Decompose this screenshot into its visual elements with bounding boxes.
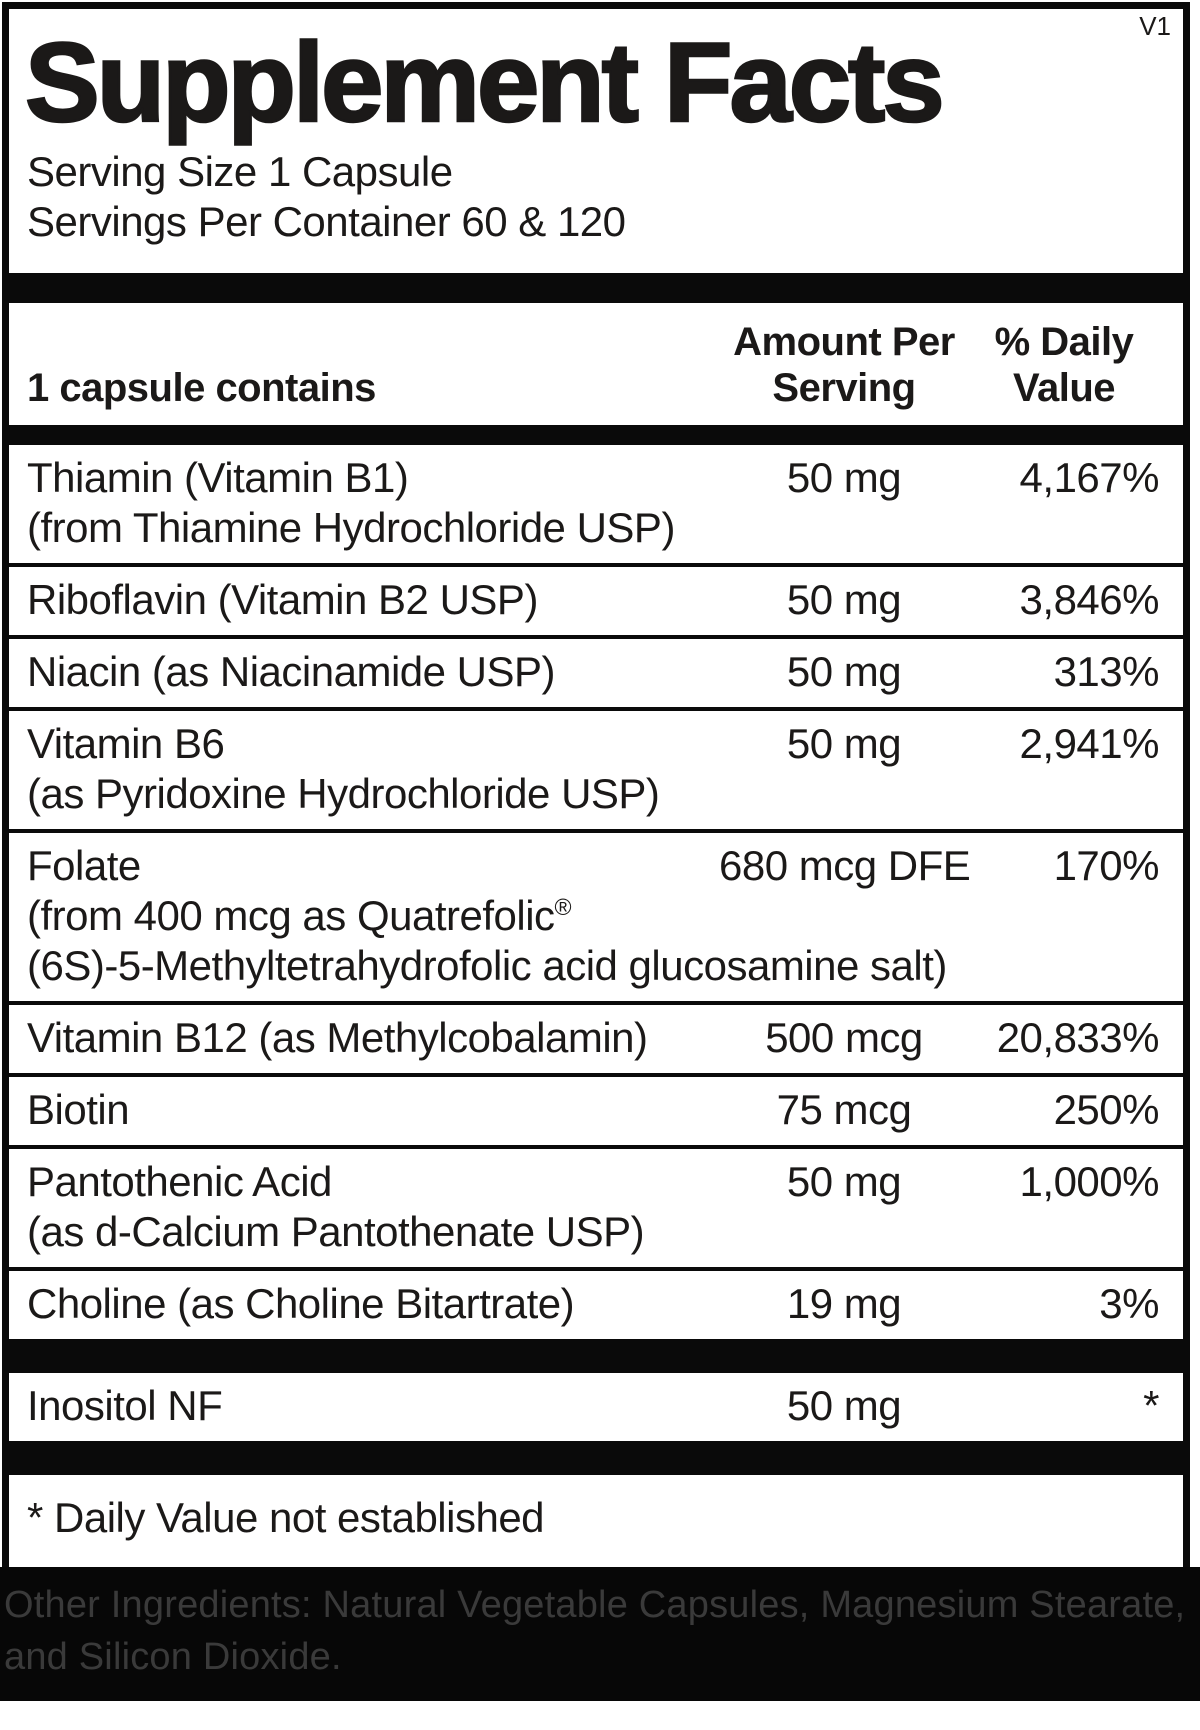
nutrient-name: Thiamin (Vitamin B1) (from Thiamine Hydro… [27,453,719,553]
nutrient-name-line: (as Pyridoxine Hydrochloride USP) [27,770,660,817]
nutrient-name: Niacin (as Niacinamide USP) [27,647,719,697]
nutrient-name: Vitamin B12 (as Methylcobalamin) [27,1013,719,1063]
page-title: Supplement Facts [24,20,946,145]
nutrient-amount: 50 mg [786,454,902,501]
nutrient-amount: 680 mcg DFE [719,842,971,889]
nutrient-daily-value: 170% [1053,842,1160,889]
nutrient-row: Inositol NF 50 mg * [9,1373,1183,1441]
nutrient-daily-value: 4,167% [1019,454,1160,501]
nutrient-row: Choline (as Choline Bitartrate) 19 mg 3% [9,1267,1183,1339]
nutrient-name: Folate (from 400 mcg as Quatrefolic® (6S)-… [27,841,947,991]
nutrient-daily-value: 313% [1053,648,1160,695]
thick-divider-above-footnote [9,1441,1183,1475]
thick-divider-top [9,273,1183,303]
nutrient-name-line: Vitamin B12 (as Methylcobalamin) [27,1014,648,1061]
column-header-amount-line2: Serving [772,366,916,410]
nutrient-amount: 75 mcg [776,1086,912,1133]
serving-size-line: Serving Size 1 Capsule [27,148,453,195]
nutrient-daily-value: 1,000% [1019,1158,1160,1205]
column-header-amount-line1: Amount Per [733,320,955,364]
nutrient-daily-value: 2,941% [1019,720,1160,767]
table-header: 1 capsule contains Amount Per Serving % … [9,303,1183,425]
version-tag: V1 [1139,11,1171,41]
nutrient-daily-value: 3% [1099,1280,1159,1327]
nutrient-daily-value: 20,833% [996,1014,1160,1061]
nutrient-name-line: Thiamin (Vitamin B1) [27,454,409,501]
other-ingredients-text: Other Ingredients: Natural Vegetable Cap… [4,1584,1186,1678]
nutrient-daily-value: * [1143,1382,1159,1429]
column-header-dv-line1: % Daily [994,320,1134,364]
nutrient-amount: 19 mg [786,1280,902,1327]
nutrient-name-line: Inositol NF [27,1382,223,1429]
nutrient-name: Pantothenic Acid (as d-Calcium Pantothena… [27,1157,719,1257]
nutrient-row: Niacin (as Niacinamide USP) 50 mg 313% [9,635,1183,707]
nutrient-name: Biotin [27,1085,719,1135]
nutrient-name-line: Riboflavin (Vitamin B2 USP) [27,576,538,623]
nutrient-row: Riboflavin (Vitamin B2 USP) 50 mg 3,846% [9,563,1183,635]
nutrient-amount: 50 mg [786,576,902,623]
no-daily-value-rows: Inositol NF 50 mg * [9,1373,1183,1441]
nutrient-name: Vitamin B6 (as Pyridoxine Hydrochloride U… [27,719,719,819]
nutrient-name-line: Pantothenic Acid [27,1158,332,1205]
nutrient-name: Riboflavin (Vitamin B2 USP) [27,575,719,625]
nutrient-amount: 50 mg [786,1158,902,1205]
supplement-label-box: V1 Supplement Facts Serving Size 1 Capsu… [2,2,1190,1567]
nutrient-name-line: (from 400 mcg as Quatrefolic® [27,892,572,939]
nutrient-amount: 50 mg [786,720,902,767]
nutrient-amount: 50 mg [786,648,902,695]
nutrient-daily-value: 3,846% [1019,576,1160,623]
nutrient-name-line: Biotin [27,1086,130,1133]
nutrient-name: Inositol NF [27,1381,719,1431]
column-header-name: 1 capsule contains [27,366,376,410]
nutrient-name-line: Choline (as Choline Bitartrate) [27,1280,575,1327]
servings-per-container-line: Servings Per Container 60 & 120 [27,198,626,245]
nutrient-row: Vitamin B12 (as Methylcobalamin) 500 mcg… [9,1001,1183,1073]
serving-info: Serving Size 1 Capsule Servings Per Cont… [9,135,1183,273]
nutrient-row: Pantothenic Acid (as d-Calcium Pantothena… [9,1145,1183,1267]
registered-trademark-symbol: ® [554,894,572,920]
nutrient-name-line: (from Thiamine Hydrochloride USP) [27,504,675,551]
nutrient-daily-value: 250% [1053,1086,1160,1133]
nutrient-row: Vitamin B6 (as Pyridoxine Hydrochloride U… [9,707,1183,829]
nutrient-row: Folate (from 400 mcg as Quatrefolic® (6S)-… [9,829,1183,1001]
nutrient-amount: 50 mg [786,1382,902,1429]
daily-value-footnote: * Daily Value not established [27,1494,545,1541]
column-header-dv-line2: Value [1012,366,1116,410]
nutrient-amount: 500 mcg [765,1014,923,1061]
nutrient-name-line: (6S)-5-Methyltetrahydrofolic acid glucos… [27,942,947,989]
nutrient-name: Choline (as Choline Bitartrate) [27,1279,719,1329]
nutrient-row: Biotin 75 mcg 250% [9,1073,1183,1145]
other-ingredients-section: Other Ingredients: Natural Vegetable Cap… [0,1567,1200,1701]
nutrient-name-line: (as d-Calcium Pantothenate USP) [27,1208,645,1255]
nutrient-name-line: Folate [27,842,141,889]
thick-divider-above-inositol [9,1339,1183,1373]
nutrient-name-line: Niacin (as Niacinamide USP) [27,648,556,695]
nutrient-rows: Thiamin (Vitamin B1) (from Thiamine Hydro… [9,445,1183,1339]
thick-divider-under-header [9,425,1183,445]
nutrient-name-line: Vitamin B6 [27,720,225,767]
column-header-amount: Amount Per Serving [719,319,969,411]
nutrient-row: Thiamin (Vitamin B1) (from Thiamine Hydro… [9,445,1183,563]
column-header-daily-value: % Daily Value [969,319,1159,411]
